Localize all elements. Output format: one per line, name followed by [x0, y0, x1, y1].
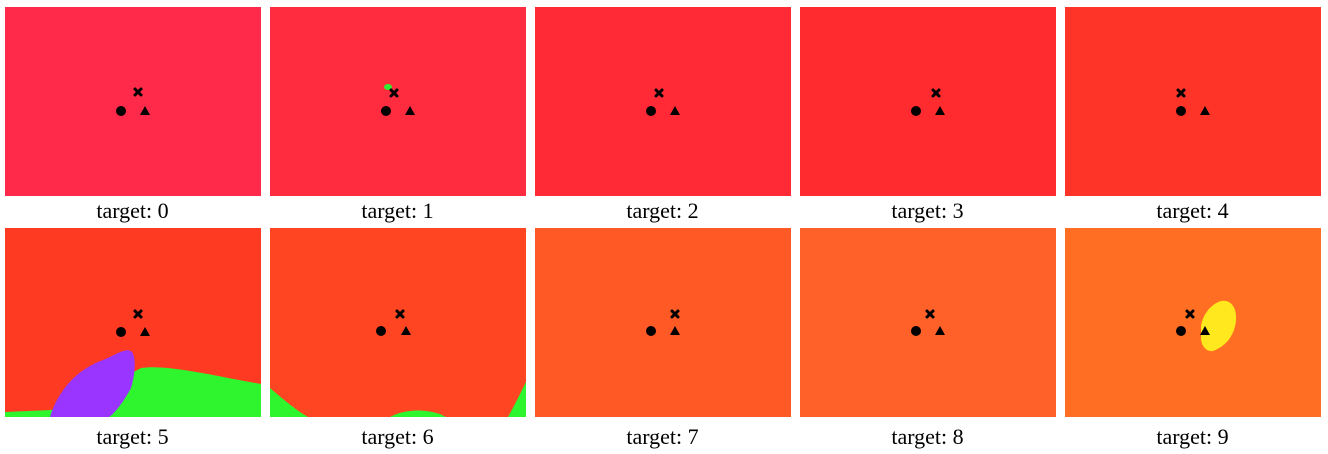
green-region-middle	[390, 410, 446, 417]
caption-target-3: target: 3	[891, 198, 964, 223]
caption-target-0: target: 0	[96, 198, 169, 223]
triangle-icon	[1200, 326, 1210, 335]
background-region	[5, 7, 261, 196]
background-region	[535, 228, 791, 417]
panel-target-9	[1065, 228, 1321, 417]
caption-target-1: target: 1	[361, 198, 434, 223]
x-icon	[925, 309, 935, 319]
background-region	[1065, 228, 1321, 417]
segmentation-map-9	[1065, 228, 1321, 417]
background-region	[270, 228, 526, 417]
x-icon	[1185, 309, 1195, 319]
segmentation-map-2	[535, 7, 791, 196]
panel-target-7	[535, 228, 791, 417]
segmentation-map-5	[5, 228, 261, 417]
x-icon	[389, 88, 399, 98]
yellow-region	[1201, 300, 1237, 352]
circle-icon	[376, 326, 386, 336]
green-region	[384, 84, 392, 90]
x-icon	[670, 309, 680, 319]
segmentation-map-6	[270, 228, 526, 417]
segmentation-map-1	[270, 7, 526, 196]
background-region	[535, 7, 791, 196]
triangle-icon	[670, 106, 680, 115]
x-icon	[133, 309, 143, 319]
x-icon	[133, 87, 143, 97]
background-region	[270, 7, 526, 196]
circle-icon	[381, 106, 391, 116]
triangle-icon	[405, 106, 415, 115]
circle-icon	[911, 106, 921, 116]
caption-target-5: target: 5	[96, 424, 169, 449]
circle-icon	[646, 106, 656, 116]
triangle-icon	[935, 326, 945, 335]
triangle-icon	[140, 327, 150, 336]
caption-target-8: target: 8	[891, 424, 964, 449]
segmentation-map-0	[5, 7, 261, 196]
panel-target-3	[800, 7, 1056, 196]
purple-region	[50, 350, 135, 417]
segmentation-map-8	[800, 228, 1056, 417]
background-region	[1065, 7, 1321, 196]
caption-target-6: target: 6	[361, 424, 434, 449]
segmentation-map-3	[800, 7, 1056, 196]
segmentation-map-4	[1065, 7, 1321, 196]
triangle-icon	[140, 106, 150, 115]
circle-icon	[116, 327, 126, 337]
circle-icon	[911, 326, 921, 336]
triangle-icon	[1200, 106, 1210, 115]
panel-target-4	[1065, 7, 1321, 196]
background-region	[800, 7, 1056, 196]
panel-target-5	[5, 228, 261, 417]
triangle-icon	[935, 106, 945, 115]
circle-icon	[1176, 326, 1186, 336]
circle-icon	[1176, 106, 1186, 116]
x-icon	[1176, 88, 1186, 98]
x-icon	[654, 88, 664, 98]
triangle-icon	[670, 326, 680, 335]
green-region-right	[508, 382, 526, 417]
triangle-icon	[401, 326, 411, 335]
x-icon	[931, 88, 941, 98]
caption-target-4: target: 4	[1156, 198, 1229, 223]
panel-target-2	[535, 7, 791, 196]
panel-target-6	[270, 228, 526, 417]
circle-icon	[646, 326, 656, 336]
panel-target-0	[5, 7, 261, 196]
caption-target-7: target: 7	[626, 424, 699, 449]
green-region-left	[270, 388, 308, 417]
panel-target-1	[270, 7, 526, 196]
panel-target-8	[800, 228, 1056, 417]
x-icon	[395, 309, 405, 319]
background-region	[800, 228, 1056, 417]
segmentation-map-7	[535, 228, 791, 417]
caption-target-9: target: 9	[1156, 424, 1229, 449]
caption-target-2: target: 2	[626, 198, 699, 223]
circle-icon	[116, 106, 126, 116]
